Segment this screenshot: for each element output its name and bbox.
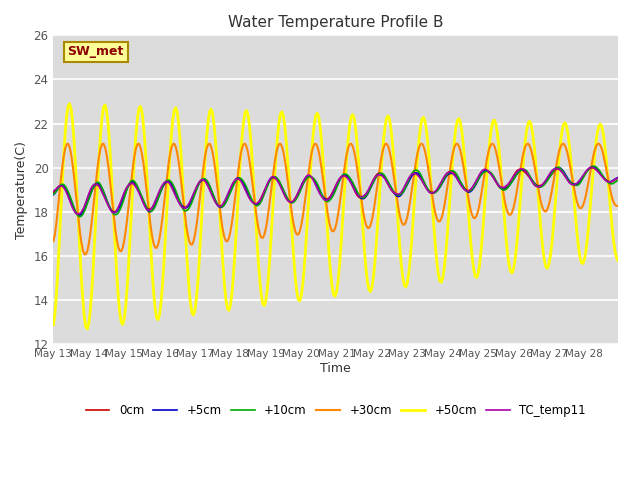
Y-axis label: Temperature(C): Temperature(C) (15, 141, 28, 239)
X-axis label: Time: Time (321, 361, 351, 374)
Line: +50cm: +50cm (53, 104, 618, 329)
Line: +5cm: +5cm (53, 167, 618, 215)
Line: +10cm: +10cm (53, 166, 618, 217)
Line: TC_temp11: TC_temp11 (53, 168, 618, 214)
Line: 0cm: 0cm (53, 168, 618, 215)
Legend: 0cm, +5cm, +10cm, +30cm, +50cm, TC_temp11: 0cm, +5cm, +10cm, +30cm, +50cm, TC_temp1… (81, 399, 591, 421)
Text: SW_met: SW_met (68, 46, 124, 59)
Line: +30cm: +30cm (53, 144, 618, 254)
Title: Water Temperature Profile B: Water Temperature Profile B (228, 15, 444, 30)
